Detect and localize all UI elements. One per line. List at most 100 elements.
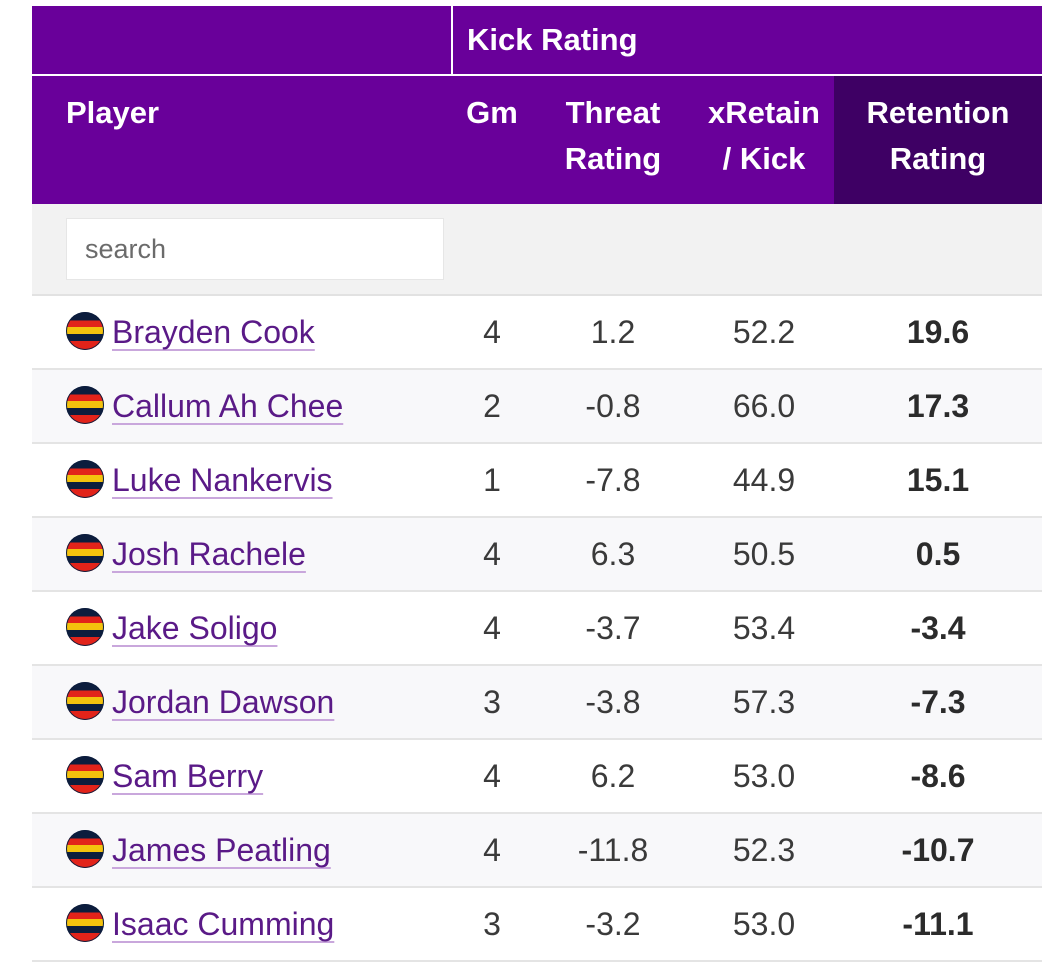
- table-row: Callum Ah Chee 2 -0.8 66.0 17.3: [32, 369, 1043, 444]
- player-cell: Luke Nankervis: [32, 443, 452, 518]
- xretain-kick-cell: 66.0: [694, 369, 834, 444]
- retention-rating-cell: -11.1: [834, 887, 1043, 962]
- threat-rating-cell: -3.2: [532, 887, 694, 962]
- player-cell: Isaac Cumming: [32, 887, 452, 962]
- player-stats-table-container: Kick Rating Player Gm Threat Rating xReta…: [32, 6, 1043, 962]
- retention-rating-cell: 0.5: [834, 517, 1043, 592]
- player-search-input[interactable]: search: [66, 218, 444, 280]
- column-header-retention-rating[interactable]: Retention Rating: [834, 75, 1043, 204]
- threat-rating-cell: 6.3: [532, 517, 694, 592]
- player-name-link[interactable]: James Peatling: [112, 832, 331, 869]
- column-header-player[interactable]: Player: [32, 75, 452, 204]
- column-header-retention-line1: Retention: [866, 95, 1010, 130]
- table-row: Josh Rachele 4 6.3 50.5 0.5: [32, 517, 1043, 592]
- xretain-kick-cell: 50.5: [694, 517, 834, 592]
- table-row: Sam Berry 4 6.2 53.0 -8.6: [32, 739, 1043, 814]
- gm-cell: 3: [452, 665, 532, 740]
- gm-cell: 4: [452, 813, 532, 888]
- retention-rating-cell: 19.6: [834, 295, 1043, 370]
- player-search-placeholder: search: [85, 233, 167, 264]
- column-group-blank: [32, 6, 453, 76]
- player-name-link[interactable]: Jordan Dawson: [112, 684, 335, 721]
- player-name-link[interactable]: Callum Ah Chee: [112, 388, 344, 425]
- team-logo-icon: [66, 829, 104, 868]
- team-logo-icon: [66, 459, 104, 498]
- gm-cell: 4: [452, 591, 532, 666]
- column-header-player-label: Player: [66, 95, 160, 130]
- filter-row: search: [32, 204, 1043, 296]
- column-header-gm[interactable]: Gm: [452, 75, 532, 204]
- player-cell: Josh Rachele: [32, 517, 452, 592]
- retention-rating-cell: -8.6: [834, 739, 1043, 814]
- threat-rating-cell: -3.8: [532, 665, 694, 740]
- player-name-link[interactable]: Josh Rachele: [112, 536, 306, 573]
- player-stats-table: Kick Rating Player Gm Threat Rating xReta…: [32, 6, 1043, 962]
- player-cell: Callum Ah Chee: [32, 369, 452, 444]
- xretain-kick-cell: 53.0: [694, 739, 834, 814]
- retention-rating-cell: -7.3: [834, 665, 1043, 740]
- column-header-xretain-kick[interactable]: xRetain / Kick: [694, 75, 834, 204]
- player-cell: James Peatling: [32, 813, 452, 888]
- team-logo-icon: [66, 311, 104, 350]
- gm-cell: 4: [452, 517, 532, 592]
- team-logo-icon: [66, 533, 104, 572]
- column-header-gm-label: Gm: [466, 95, 518, 130]
- column-header-threat-line2: Rating: [564, 141, 662, 176]
- retention-rating-cell: 15.1: [834, 443, 1043, 518]
- filter-cell-empty: [834, 204, 1043, 296]
- xretain-kick-cell: 52.2: [694, 295, 834, 370]
- table-row: Brayden Cook 4 1.2 52.2 19.6: [32, 295, 1043, 370]
- team-logo-icon: [66, 681, 104, 720]
- filter-cell-empty: [532, 204, 694, 296]
- xretain-kick-cell: 57.3: [694, 665, 834, 740]
- column-header-threat-rating[interactable]: Threat Rating: [532, 75, 694, 204]
- column-header-xretain-line1: xRetain: [708, 95, 820, 130]
- retention-rating-cell: -10.7: [834, 813, 1043, 888]
- column-header-row: Player Gm Threat Rating xRetain / Kick Ret…: [32, 75, 1043, 204]
- gm-cell: 2: [452, 369, 532, 444]
- gm-cell: 1: [452, 443, 532, 518]
- threat-rating-cell: -3.7: [532, 591, 694, 666]
- table-row: Luke Nankervis 1 -7.8 44.9 15.1: [32, 443, 1043, 518]
- threat-rating-cell: 6.2: [532, 739, 694, 814]
- xretain-kick-cell: 44.9: [694, 443, 834, 518]
- xretain-kick-cell: 53.4: [694, 591, 834, 666]
- table-body: Brayden Cook 4 1.2 52.2 19.6 Callum Ah Chee 2-…: [32, 295, 1043, 962]
- player-cell: Sam Berry: [32, 739, 452, 814]
- player-cell: Jordan Dawson: [32, 665, 452, 740]
- filter-cell-empty: [452, 204, 532, 296]
- xretain-kick-cell: 53.0: [694, 887, 834, 962]
- player-name-link[interactable]: Isaac Cumming: [112, 906, 335, 943]
- player-name-link[interactable]: Luke Nankervis: [112, 462, 333, 499]
- player-cell: Brayden Cook: [32, 295, 452, 370]
- gm-cell: 4: [452, 739, 532, 814]
- team-logo-icon: [66, 755, 104, 794]
- team-logo-icon: [66, 903, 104, 942]
- threat-rating-cell: -0.8: [532, 369, 694, 444]
- gm-cell: 4: [452, 295, 532, 370]
- player-cell: Jake Soligo: [32, 591, 452, 666]
- retention-rating-cell: -3.4: [834, 591, 1043, 666]
- column-group-kick-rating: Kick Rating: [452, 6, 1043, 76]
- gm-cell: 3: [452, 887, 532, 962]
- column-header-xretain-line2: / Kick: [722, 141, 806, 176]
- filter-cell-empty: [694, 204, 834, 296]
- team-logo-icon: [66, 385, 104, 424]
- team-logo-icon: [66, 607, 104, 646]
- column-header-retention-line2: Rating: [889, 141, 987, 176]
- table-row: Isaac Cumming 3 -3.2 53.0 -11.1: [32, 887, 1043, 962]
- column-header-threat-line1: Threat: [565, 95, 661, 130]
- threat-rating-cell: 1.2: [532, 295, 694, 370]
- player-name-link[interactable]: Brayden Cook: [112, 314, 315, 351]
- table-row: James Peatling 4 -11.8 52.3 -10.7: [32, 813, 1043, 888]
- player-name-link[interactable]: Jake Soligo: [112, 610, 278, 647]
- filter-cell-player: search: [32, 204, 452, 296]
- threat-rating-cell: -11.8: [532, 813, 694, 888]
- table-row: Jake Soligo 4 -3.7 53.4 -3.4: [32, 591, 1043, 666]
- retention-rating-cell: 17.3: [834, 369, 1043, 444]
- player-name-link[interactable]: Sam Berry: [112, 758, 264, 795]
- table-row: Jordan Dawson 3 -3.8 57.3 -7.3: [32, 665, 1043, 740]
- xretain-kick-cell: 52.3: [694, 813, 834, 888]
- column-group-header-row: Kick Rating: [32, 6, 1043, 76]
- threat-rating-cell: -7.8: [532, 443, 694, 518]
